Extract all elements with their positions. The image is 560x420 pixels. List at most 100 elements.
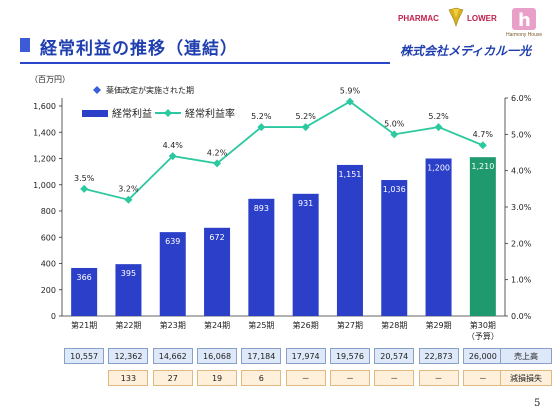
x-category-label: 第28期 bbox=[381, 320, 407, 330]
profit-bar bbox=[115, 264, 142, 316]
profit-bar-value-label: 893 bbox=[254, 204, 269, 213]
profit-bar-value-label: 395 bbox=[121, 269, 136, 278]
legend-bar-swatch bbox=[82, 110, 108, 117]
y-left-tick-label: 1,000 bbox=[33, 181, 56, 190]
x-category-label: 第24期 bbox=[204, 320, 230, 330]
profit-bar bbox=[381, 180, 408, 316]
ratio-value-label: 5.0% bbox=[384, 119, 405, 128]
legend-line-label: 経常利益率 bbox=[185, 107, 235, 120]
ratio-point-marker bbox=[257, 123, 266, 132]
profit-bar-value-label: 1,151 bbox=[338, 170, 361, 179]
sales-cell: 12,362 bbox=[108, 348, 149, 364]
impairment-cell: － bbox=[374, 370, 415, 386]
impairment-cell: 19 bbox=[197, 370, 238, 386]
profit-bar bbox=[425, 158, 452, 316]
ratio-point-marker bbox=[478, 141, 487, 150]
x-category-label: 第21期 bbox=[71, 320, 97, 330]
y-left-tick-label: 800 bbox=[41, 207, 56, 216]
ratio-value-label: 5.9% bbox=[340, 87, 361, 96]
profit-bar bbox=[248, 198, 275, 316]
profit-bar bbox=[292, 193, 319, 316]
y-left-tick-label: 600 bbox=[41, 233, 56, 242]
ratio-value-label: 4.4% bbox=[163, 141, 184, 150]
ratio-point-marker bbox=[168, 152, 177, 161]
sales-cell: 17,184 bbox=[241, 348, 282, 364]
ratio-point-marker bbox=[345, 97, 354, 106]
legend-bar-label: 経常利益 bbox=[112, 107, 152, 120]
y-right-tick-label: 0.0% bbox=[511, 312, 532, 321]
ratio-value-label: 4.7% bbox=[473, 130, 494, 139]
pharmac-flower-logo-icon bbox=[448, 7, 464, 27]
y-left-tick-label: 200 bbox=[41, 286, 56, 295]
profit-bar bbox=[204, 227, 231, 316]
x-category-label: 第29期 bbox=[425, 320, 451, 330]
page-number: 5 bbox=[534, 398, 541, 409]
profit-bar-value-label: 931 bbox=[298, 199, 313, 208]
ratio-value-label: 5.2% bbox=[295, 112, 316, 121]
y-unit-label: （百万円） bbox=[30, 75, 70, 84]
sales-cell: 26,000 bbox=[462, 348, 503, 364]
y-right-tick-label: 4.0% bbox=[511, 167, 532, 176]
sales-cell: 16,068 bbox=[197, 348, 238, 364]
ratio-point-marker bbox=[301, 123, 310, 132]
sales-cell: 10,557 bbox=[64, 348, 105, 364]
x-category-label: 第25期 bbox=[248, 320, 274, 330]
marker-note: 薬価改定が実施された期 bbox=[106, 85, 194, 95]
ratio-value-label: 4.2% bbox=[207, 148, 228, 157]
profit-bar-value-label: 1,200 bbox=[427, 164, 450, 173]
ratio-value-label: 3.2% bbox=[118, 185, 139, 194]
sales-cell: 19,576 bbox=[329, 348, 370, 364]
impairment-cell: 6 bbox=[241, 370, 282, 386]
sales-row-label: 売上高 bbox=[500, 348, 552, 364]
x-category-label: 第22期 bbox=[115, 320, 141, 330]
svg-text:h: h bbox=[518, 10, 531, 31]
sales-cell: 20,574 bbox=[374, 348, 415, 364]
profit-bar bbox=[469, 157, 496, 316]
profit-bar bbox=[71, 267, 98, 316]
y-right-tick-label: 6.0% bbox=[511, 94, 532, 103]
ratio-point-marker bbox=[80, 184, 89, 193]
logo-hh-caption: Harmony House bbox=[506, 32, 543, 38]
impairment-row-label: 減損損失 bbox=[500, 370, 552, 386]
ratio-value-label: 3.5% bbox=[74, 174, 95, 183]
company-name: 株式会社メディカル一光 bbox=[400, 44, 532, 58]
sales-cell: 14,662 bbox=[152, 348, 193, 364]
impairment-cell: 27 bbox=[152, 370, 193, 386]
impairment-cell: 133 bbox=[108, 370, 149, 386]
profit-bar-value-label: 639 bbox=[165, 237, 180, 246]
ratio-value-label: 5.2% bbox=[251, 112, 272, 121]
harmony-house-logo-icon: h bbox=[512, 8, 536, 31]
x-category-label: 第23期 bbox=[160, 320, 186, 330]
x-category-sublabel: （予算） bbox=[467, 331, 499, 341]
x-category-label: 第27期 bbox=[337, 320, 363, 330]
ratio-point-marker bbox=[124, 195, 133, 204]
title-underline bbox=[20, 62, 390, 64]
profit-bar-value-label: 672 bbox=[209, 233, 224, 242]
y-left-tick-label: 0 bbox=[51, 312, 56, 321]
profit-bar-value-label: 366 bbox=[77, 273, 92, 282]
y-left-tick-label: 1,400 bbox=[33, 128, 56, 137]
y-right-tick-label: 5.0% bbox=[511, 130, 532, 139]
profit-bar-value-label: 1,036 bbox=[383, 185, 406, 194]
ratio-point-marker bbox=[213, 159, 222, 168]
y-left-tick-label: 1,600 bbox=[33, 102, 56, 111]
ratio-series-line bbox=[83, 100, 484, 201]
x-category-label: 第26期 bbox=[293, 320, 319, 330]
sales-cell: 22,873 bbox=[418, 348, 459, 364]
sales-cell: 17,974 bbox=[285, 348, 326, 364]
marker-note-diamond-icon bbox=[93, 86, 101, 94]
y-left-tick-label: 1,200 bbox=[33, 155, 56, 164]
logo-text-right: LOWER bbox=[467, 14, 497, 23]
legend-line-marker-icon bbox=[164, 109, 172, 117]
ratio-point-marker bbox=[434, 123, 443, 132]
y-right-tick-label: 2.0% bbox=[511, 239, 532, 248]
x-category-label: 第30期 bbox=[470, 320, 496, 330]
impairment-cell: － bbox=[418, 370, 459, 386]
title-marker bbox=[20, 38, 30, 52]
slide-title: 経常利益の推移（連結） bbox=[40, 39, 238, 59]
impairment-cell: － bbox=[285, 370, 326, 386]
profit-bar bbox=[336, 164, 363, 316]
y-right-tick-label: 3.0% bbox=[511, 203, 532, 212]
ratio-value-label: 5.2% bbox=[428, 112, 449, 121]
